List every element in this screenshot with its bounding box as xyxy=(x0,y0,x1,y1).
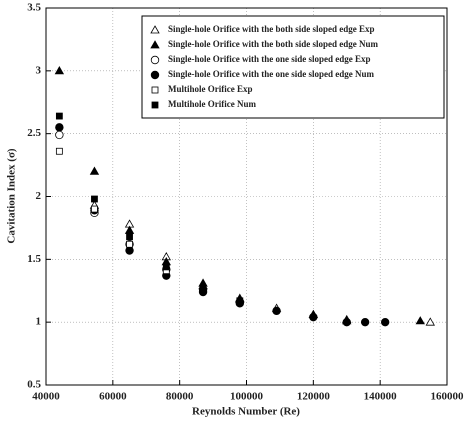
legend: Single-hole Orifice with the both side s… xyxy=(141,15,445,119)
marker xyxy=(380,317,390,327)
legend-label: Multihole Orifice Num xyxy=(168,99,256,109)
marker xyxy=(54,66,65,75)
marker xyxy=(91,205,98,213)
x-tick-label: 120000 xyxy=(297,391,331,403)
marker xyxy=(309,312,318,322)
marker xyxy=(151,101,159,109)
marker xyxy=(162,263,170,271)
x-tick-label: 60000 xyxy=(99,391,127,403)
legend-box xyxy=(141,15,445,119)
marker xyxy=(55,147,63,155)
marker xyxy=(272,306,281,316)
marker xyxy=(89,166,100,175)
y-tick-label: 3.5 xyxy=(27,2,41,14)
marker xyxy=(360,317,370,327)
y-tick-label: 0.5 xyxy=(27,379,41,391)
x-tick-label: 80000 xyxy=(166,391,194,403)
x-axis-label: Reynolds Number (Re) xyxy=(192,406,300,418)
marker xyxy=(55,130,64,140)
marker xyxy=(125,246,134,255)
marker xyxy=(236,297,244,305)
marker xyxy=(126,233,133,241)
y-tick-label: 1.5 xyxy=(27,253,41,265)
y-tick-label: 2 xyxy=(36,190,42,202)
marker xyxy=(199,284,207,292)
marker xyxy=(55,123,64,132)
plot-frame xyxy=(45,7,448,386)
marker xyxy=(151,86,159,94)
x-tick-label: 160000 xyxy=(431,391,465,403)
marker xyxy=(91,195,98,203)
legend-label: Single-hole Orifice with the both side s… xyxy=(168,39,379,49)
x-tick-label: 140000 xyxy=(364,391,398,403)
y-tick-label: 2.5 xyxy=(27,127,41,139)
legend-label: Single-hole Orifice with the one side sl… xyxy=(168,54,371,64)
y-tick-label: 1 xyxy=(36,316,42,328)
marker xyxy=(342,317,351,327)
y-tick-label: 3 xyxy=(36,64,42,76)
x-tick-label: 100000 xyxy=(230,391,264,403)
marker xyxy=(150,40,160,49)
legend-label: Single-hole Orifice with the one side sl… xyxy=(168,69,374,79)
legend-label: Single-hole Orifice with the both side s… xyxy=(168,24,375,34)
legend-label: Multihole Orifice Exp xyxy=(168,84,253,94)
marker xyxy=(415,316,425,325)
marker xyxy=(55,112,63,120)
marker xyxy=(150,55,160,65)
y-axis-label: Cavitation Index (σ) xyxy=(6,148,18,244)
marker xyxy=(126,240,133,248)
marker xyxy=(150,25,160,34)
marker xyxy=(150,70,160,80)
x-tick-label: 40000 xyxy=(32,391,60,403)
marker xyxy=(425,317,435,326)
